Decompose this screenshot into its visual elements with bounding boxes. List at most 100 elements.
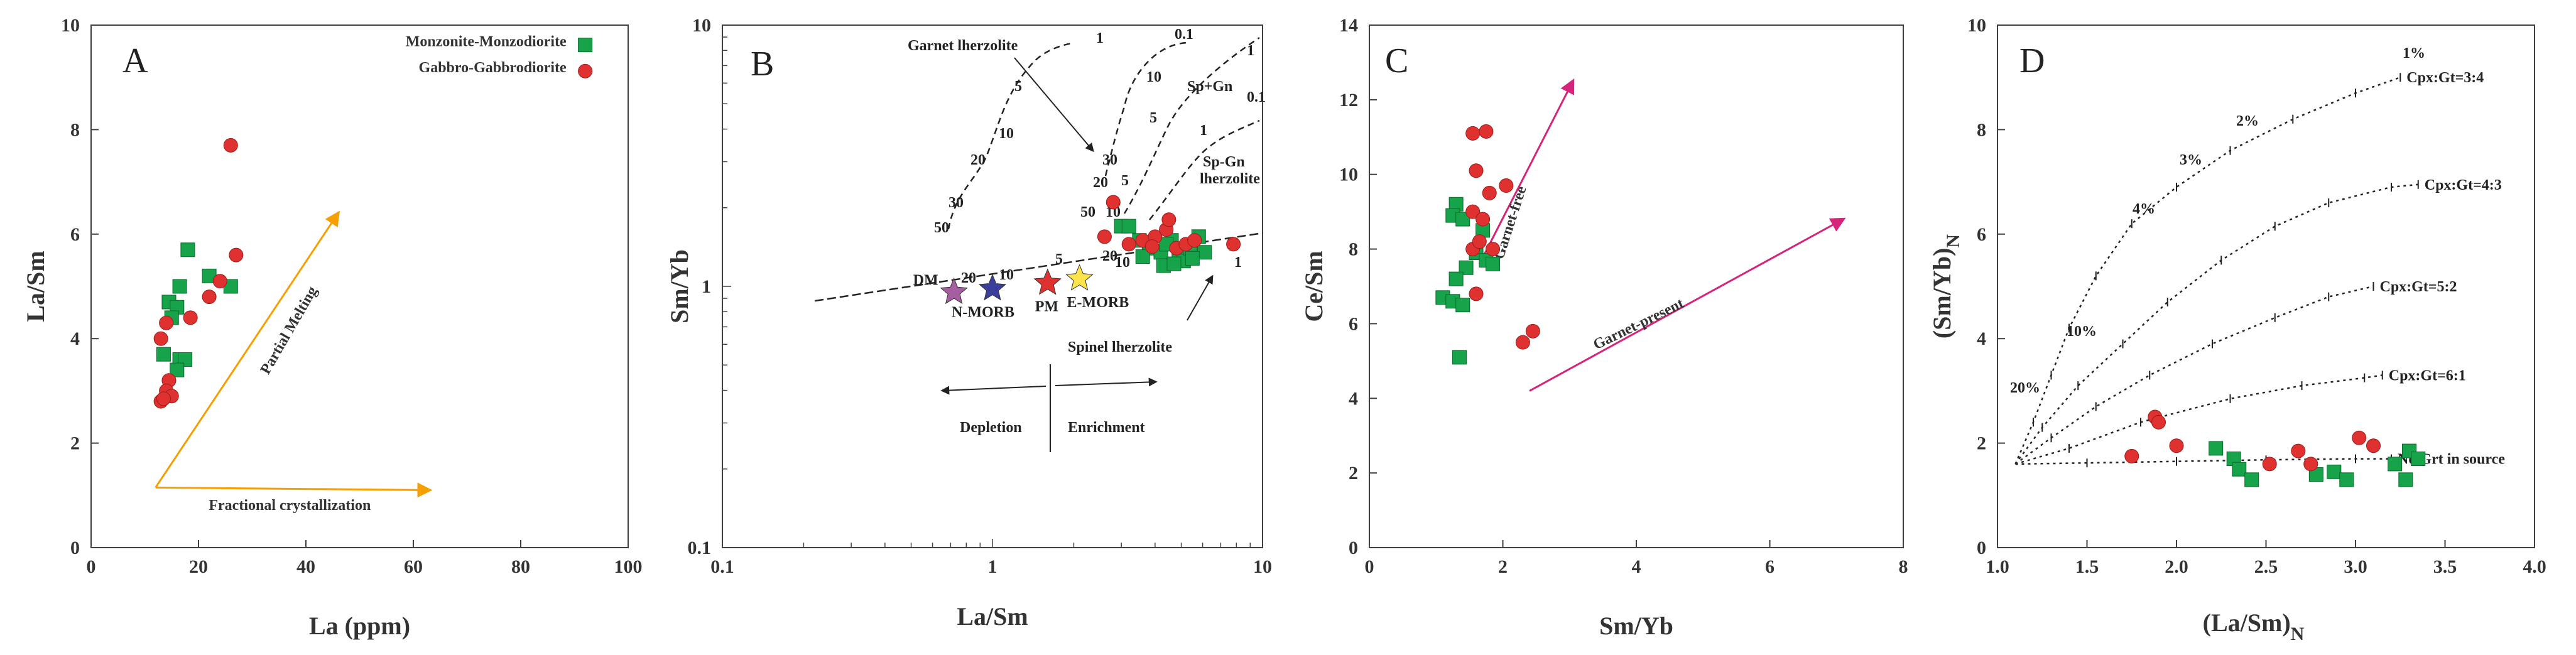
- spinel-lherzolite-label: Spinel lherzolite: [1068, 339, 1172, 355]
- panel-b: 0.1 1 10 0.1 1 10 La/Sm Sm/Yb B Garnet lherzolite…: [665, 15, 1272, 631]
- melt-fraction-label: 50: [1080, 204, 1095, 220]
- gabbro-point: [1486, 242, 1501, 257]
- melt-fraction-label: 20: [1093, 175, 1108, 191]
- curve-label: Cpx:Gt=5:2: [2380, 279, 2457, 295]
- gabbro-point: [1479, 124, 1494, 139]
- melt-fraction-label: 10: [1146, 69, 1161, 85]
- gabbro-point: [1482, 185, 1497, 200]
- monzonite-point: [156, 347, 171, 362]
- melt-percent-label: 10%: [2067, 323, 2097, 340]
- garnet-lherzolite-label: Garnet lherzolite: [908, 38, 1018, 54]
- y-tick-label: 0: [70, 538, 80, 558]
- x-axis-title: La (ppm): [309, 612, 410, 640]
- x-tick-label: 100: [614, 556, 643, 577]
- gabbro-point: [229, 247, 244, 263]
- sp-gn-lherzolite-label-2: lherzolite: [1200, 171, 1260, 187]
- y-tick-label: 4: [70, 328, 80, 349]
- enrichment-arrow: [1055, 377, 1158, 387]
- monzonite-point: [2339, 472, 2354, 487]
- y-axis-title: Sm/Yb: [665, 249, 693, 323]
- y-tick-label: 10: [1339, 165, 1358, 185]
- sp-gn-lherzolite-label: Sp-Gn: [1203, 154, 1245, 170]
- legend-label-monzonite: Monzonite-Monzodiorite: [406, 33, 567, 50]
- reference-star-e-morb: [1065, 264, 1094, 291]
- gabbro-point: [2303, 457, 2318, 472]
- curve-label: Cpx:Gt=6:1: [2389, 367, 2466, 384]
- melt-fraction-label: 10: [999, 126, 1014, 142]
- melt-fraction-label: 5: [1055, 251, 1063, 268]
- curve-label: Cpx:Gt=4:3: [2425, 177, 2502, 193]
- melt-fraction-label: 30: [948, 195, 964, 211]
- melt-percent-label: 20%: [2010, 380, 2040, 396]
- reference-label-e-morb: E-MORB: [1067, 295, 1129, 311]
- melt-fraction-label: 1: [1234, 254, 1242, 271]
- x-tick-label: 4.0: [2523, 556, 2546, 577]
- y-tick-label: 0: [1977, 538, 1986, 558]
- gabbro-point: [223, 138, 238, 153]
- melt-fraction-label: 20: [1102, 248, 1117, 264]
- gabbro-point: [2124, 448, 2139, 463]
- curve-label: Cpx:Gt=3:4: [2406, 70, 2484, 86]
- melt-fraction-label: 1: [1096, 30, 1104, 46]
- gabbro-point: [202, 290, 217, 305]
- monzonite-point: [1459, 260, 1474, 275]
- gabbro-point: [1097, 229, 1112, 244]
- melt-fraction-label: 50: [934, 220, 949, 236]
- reference-label-dm: DM: [913, 272, 938, 288]
- y-tick-label: 8: [1349, 239, 1358, 260]
- melt-percent-label: 4%: [2133, 201, 2155, 217]
- melting-curve: [2014, 285, 2374, 465]
- enrichment-label: Enrichment: [1068, 420, 1145, 436]
- gabbro-point: [1472, 234, 1487, 249]
- gabbro-point: [1226, 237, 1241, 252]
- x-tick-label: 1.0: [1986, 556, 2009, 577]
- x-tick-label: 0: [1365, 556, 1374, 577]
- gabbro-point: [2366, 438, 2381, 453]
- melt-fraction-label: 5: [1149, 110, 1157, 126]
- melting-curve-3: [1123, 36, 1260, 214]
- panel-letter: C: [1385, 41, 1408, 80]
- y-axis-title: (Sm/Yb)N: [1928, 234, 1964, 338]
- reference-label-pm: PM: [1035, 299, 1058, 315]
- y-tick-label: 2: [1349, 463, 1358, 484]
- monzonite-point: [2398, 472, 2413, 487]
- gabbro-point: [1161, 212, 1177, 227]
- x-tick-label: 10: [1253, 556, 1272, 577]
- monzonite-point: [1455, 298, 1470, 313]
- depletion-arrow: [940, 386, 1046, 395]
- monzonite-point: [2327, 464, 2342, 479]
- melt-fraction-label: 5: [1121, 173, 1129, 189]
- x-tick-label: 0: [87, 556, 96, 577]
- monzonite-point: [1455, 212, 1470, 227]
- monzonite-point: [2244, 472, 2259, 487]
- melt-fraction-label: 20: [970, 152, 986, 168]
- x-tick-label: 1: [988, 556, 997, 577]
- x-axis-title: (La/Sm)N: [2203, 609, 2305, 644]
- melt-fraction-label: 1: [1247, 43, 1254, 59]
- y-tick-label: 14: [1339, 15, 1358, 36]
- gabbro-point: [1121, 237, 1136, 252]
- panel-letter: A: [122, 41, 148, 80]
- x-tick-label: 2.5: [2254, 556, 2278, 577]
- monzonite-point: [1197, 245, 1212, 260]
- panel-c: 0 2 4 6 802468101214Sm/YbCe/SmCGarnet-freeGa…: [1300, 15, 1908, 640]
- legend-marker-monzonite: [578, 38, 593, 53]
- x-tick-label: 6: [1765, 556, 1774, 577]
- monzonite-point: [2388, 457, 2403, 472]
- gabbro-point: [1499, 178, 1514, 193]
- x-tick-label: 40: [296, 556, 315, 577]
- monzonite-point: [180, 242, 195, 257]
- x-axis-title-subscript: N: [2291, 624, 2305, 644]
- y-tick-label: 6: [1349, 313, 1358, 334]
- y-tick-label: 4: [1977, 328, 1986, 349]
- y-axis-title: La/Sm: [21, 251, 50, 322]
- gabbro-point: [1106, 195, 1121, 210]
- y-tick-label: 4: [1349, 388, 1358, 409]
- x-axis-title: La/Sm: [957, 602, 1028, 631]
- panel-a: 0 20 40 60 80 100 0 2 4 6 8 10 La (ppm) La/Sm A Partial…: [21, 15, 643, 640]
- spinel-lherzolite-pointer: [1187, 274, 1214, 321]
- gabbro-point: [1465, 204, 1481, 219]
- gabbro-point: [156, 391, 171, 406]
- gabbro-point: [1469, 286, 1484, 301]
- y-tick-label: 8: [70, 119, 80, 140]
